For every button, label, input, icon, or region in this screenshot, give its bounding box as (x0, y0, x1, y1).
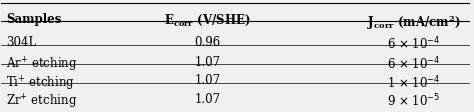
Text: E$_{\mathregular{corr}}$ (V/SHE): E$_{\mathregular{corr}}$ (V/SHE) (164, 13, 251, 28)
Text: 1.07: 1.07 (194, 55, 220, 68)
Text: 1.07: 1.07 (194, 74, 220, 87)
Text: 6 $\times$ 10$^{-4}$: 6 $\times$ 10$^{-4}$ (387, 55, 440, 72)
Text: Zr$^{+}$ etching: Zr$^{+}$ etching (6, 92, 77, 111)
Text: 0.96: 0.96 (194, 36, 220, 49)
Text: 9 $\times$ 10$^{-5}$: 9 $\times$ 10$^{-5}$ (387, 92, 440, 109)
Text: 6 $\times$ 10$^{-4}$: 6 $\times$ 10$^{-4}$ (387, 36, 440, 52)
Text: Samples: Samples (6, 13, 62, 25)
Text: 1.07: 1.07 (194, 92, 220, 105)
Text: Ar$^{+}$ etching: Ar$^{+}$ etching (6, 55, 78, 73)
Text: J$_{\mathregular{corr}}$ (mA/cm$^{\mathregular{2}}$): J$_{\mathregular{corr}}$ (mA/cm$^{\mathr… (367, 13, 460, 31)
Text: 304L: 304L (6, 36, 36, 49)
Text: 1 $\times$ 10$^{-4}$: 1 $\times$ 10$^{-4}$ (387, 74, 440, 90)
Text: Ti$^{+}$ etching: Ti$^{+}$ etching (6, 74, 75, 92)
